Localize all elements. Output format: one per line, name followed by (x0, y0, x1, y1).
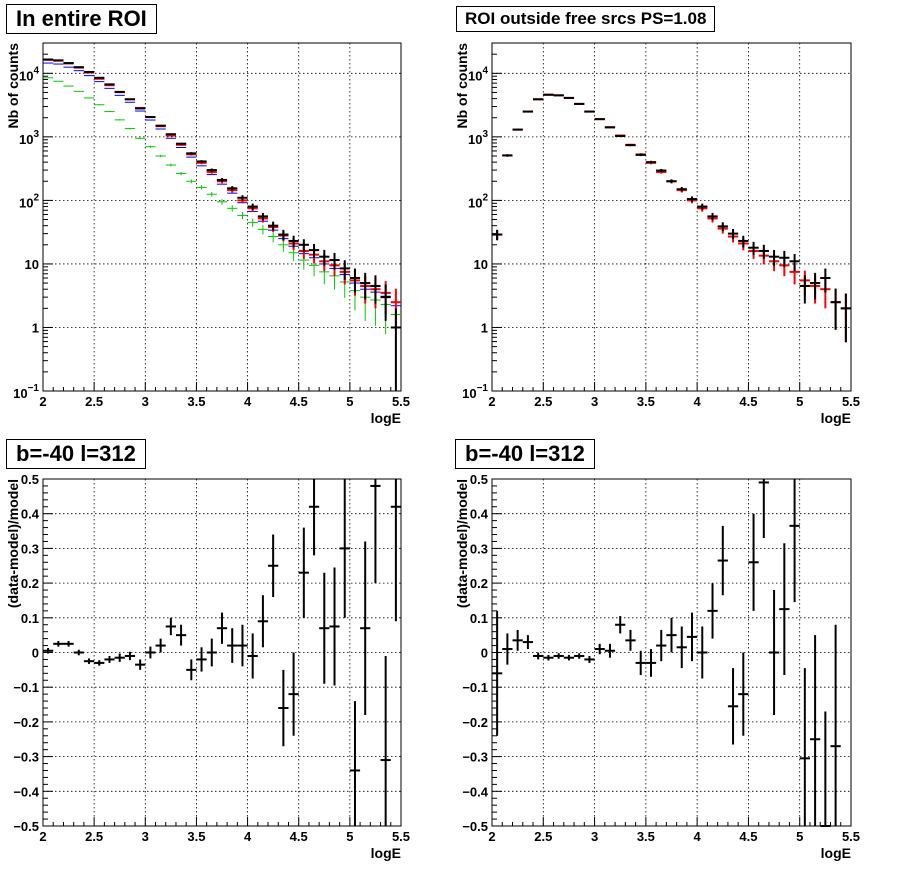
x-tick-label: 3 (142, 829, 149, 844)
y-tick-label: 104 (19, 65, 39, 83)
x-tick-label: 3 (142, 394, 149, 409)
y-tick-label: −0.4 (462, 784, 488, 799)
y-tick-label: 104 (468, 65, 488, 83)
y-tick-label: −0.2 (13, 715, 39, 730)
y-tick-label: 0.4 (21, 507, 40, 522)
x-tick-label: 4 (694, 829, 702, 844)
x-tick-label: 3.5 (637, 829, 655, 844)
y-tick-label: −0.5 (462, 819, 488, 834)
y-tick-label: 103 (19, 129, 39, 147)
series-data (492, 93, 851, 343)
x-tick-label: 4 (244, 394, 252, 409)
y-tick-label: 10−1 (13, 383, 39, 401)
x-tick-label: 5 (796, 829, 803, 844)
x-tick-label: 5.5 (842, 829, 860, 844)
x-tick-label: 5 (346, 394, 353, 409)
x-tick-label: 5.5 (392, 394, 410, 409)
x-tick-label: 5 (796, 394, 803, 409)
series-green (43, 77, 401, 358)
panel-3-title: b=-40 l=312 (6, 439, 146, 469)
y-tick-label: 10 (25, 257, 39, 272)
x-tick-label: 5 (346, 829, 353, 844)
y-tick-label: 103 (468, 129, 488, 147)
x-tick-label: 2.5 (85, 394, 103, 409)
x-tick-label: 5.5 (842, 394, 860, 409)
x-tick-label: 3 (591, 829, 598, 844)
y-tick-label: 10−1 (462, 383, 488, 401)
y-tick-label: 0.2 (21, 576, 39, 591)
x-tick-label: 2 (488, 394, 495, 409)
x-tick-label: 2 (39, 394, 46, 409)
panel-2-title: ROI outside free srcs PS=1.08 (456, 6, 716, 32)
x-tick-label: 4.5 (290, 829, 308, 844)
x-axis-label: logE (821, 410, 851, 426)
y-tick-label: 0 (32, 646, 39, 661)
x-tick-label: 3 (591, 394, 598, 409)
series-residual (43, 479, 401, 826)
x-tick-label: 4.5 (290, 394, 308, 409)
y-tick-label: −0.2 (462, 715, 488, 730)
x-tick-label: 4 (694, 394, 702, 409)
y-tick-label: 0.5 (470, 472, 488, 487)
panel-1-title: In entire ROI (6, 4, 157, 34)
x-axis-label: logE (371, 845, 401, 861)
y-tick-label: 1 (481, 320, 488, 335)
x-tick-label: 4.5 (739, 394, 757, 409)
x-tick-label: 2.5 (534, 394, 552, 409)
x-tick-label: 3.5 (637, 394, 655, 409)
y-tick-label: 102 (468, 192, 488, 210)
series-data (43, 58, 401, 391)
series-residual (492, 479, 841, 827)
y-axis-label: (data-model)/model (454, 479, 470, 608)
y-tick-label: −0.3 (13, 750, 39, 765)
x-axis-label: logE (371, 410, 401, 426)
x-tick-label: 3.5 (187, 394, 205, 409)
panel-4-title: b=-40 l=312 (455, 439, 595, 469)
y-tick-label: −0.5 (13, 819, 39, 834)
x-axis-label: logE (821, 845, 851, 861)
y-tick-label: 0.3 (470, 541, 488, 556)
y-tick-label: −0.3 (462, 750, 488, 765)
plot-frame (42, 42, 402, 392)
y-tick-label: 1 (32, 320, 39, 335)
y-tick-label: 0.5 (21, 472, 39, 487)
x-tick-label: 5.5 (392, 829, 410, 844)
y-axis-label: Nb of counts (5, 43, 21, 129)
y-tick-label: 0.3 (21, 541, 39, 556)
y-tick-label: −0.1 (462, 680, 488, 695)
x-tick-label: 4 (244, 829, 252, 844)
y-tick-label: 0 (481, 646, 488, 661)
y-tick-label: 0.4 (470, 507, 489, 522)
y-tick-label: 0.2 (470, 576, 488, 591)
x-tick-label: 2 (39, 829, 46, 844)
y-tick-label: −0.4 (13, 784, 39, 799)
x-tick-label: 2.5 (85, 829, 103, 844)
y-axis-label: Nb of counts (454, 43, 470, 129)
x-tick-label: 2 (488, 829, 495, 844)
y-tick-label: 102 (19, 192, 39, 210)
y-tick-label: −0.1 (13, 680, 39, 695)
series-total (492, 93, 851, 343)
y-axis-label: (data-model)/model (5, 479, 21, 608)
x-tick-label: 4.5 (739, 829, 757, 844)
x-tick-label: 2.5 (534, 829, 552, 844)
x-tick-label: 3.5 (187, 829, 205, 844)
series-total (43, 58, 401, 330)
y-tick-label: 10 (474, 257, 488, 272)
y-tick-label: 0.1 (21, 611, 39, 626)
y-tick-label: 0.1 (470, 611, 488, 626)
plot-frame (491, 42, 852, 392)
